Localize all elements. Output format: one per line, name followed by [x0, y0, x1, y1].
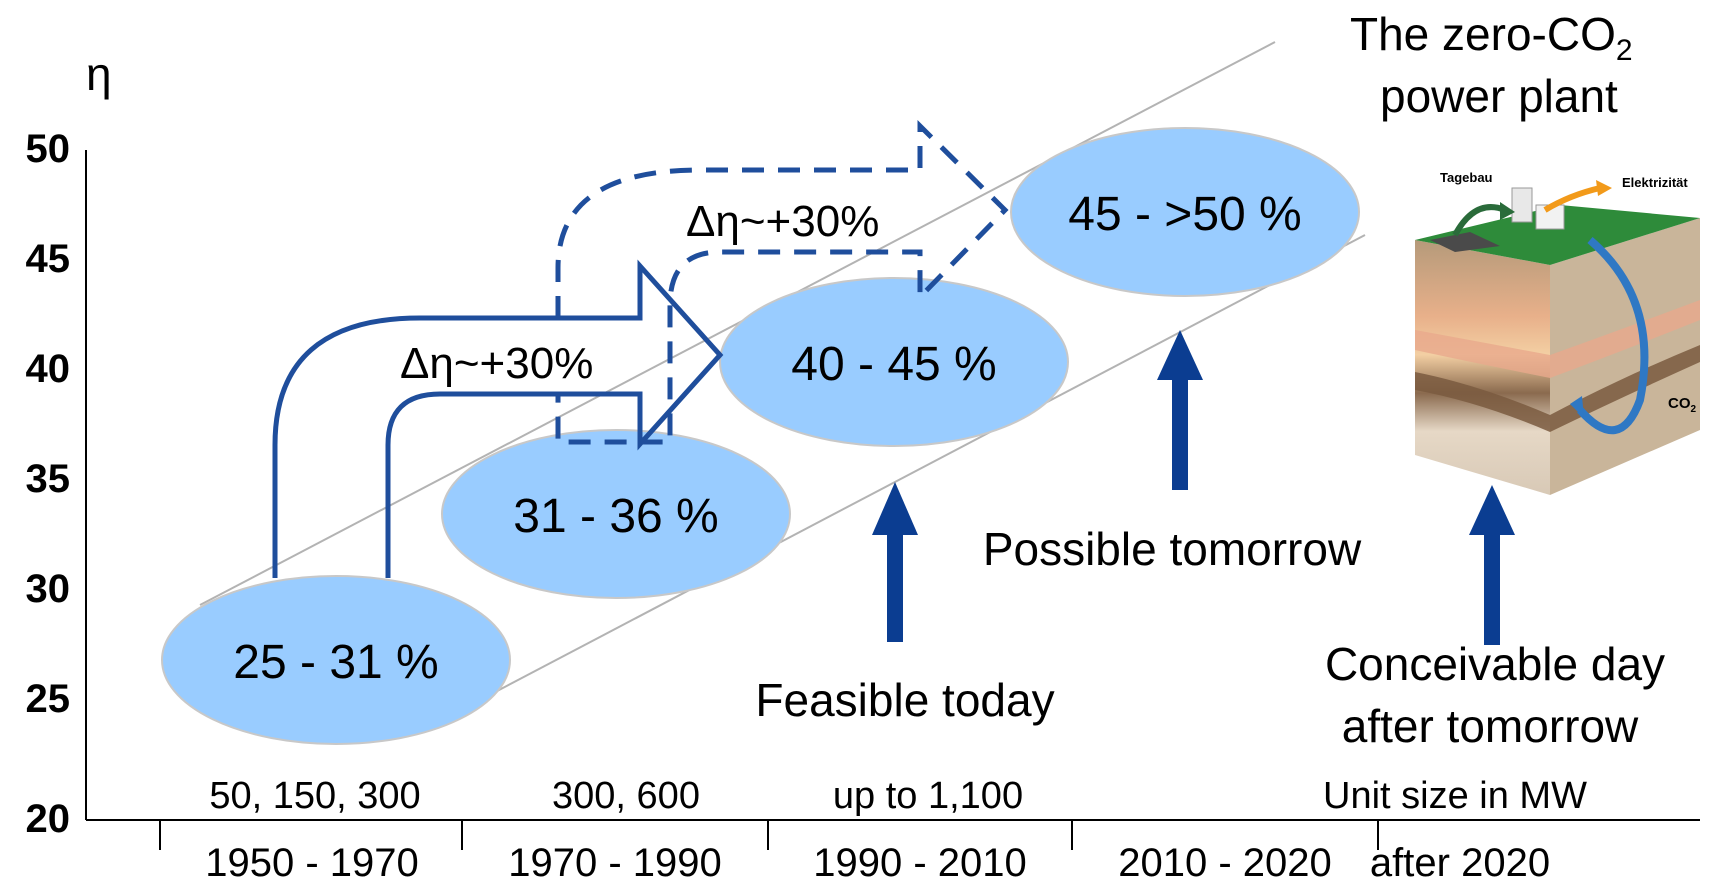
co2-arrowhead-icon: [1570, 396, 1584, 418]
ground-side-face: [1550, 218, 1700, 495]
up-arrow-possible: [1157, 330, 1203, 490]
dashed-gain-label: Δη~+30%: [686, 197, 879, 246]
corridor-line-lower: [479, 234, 1366, 701]
caption-feasible: Feasible today: [755, 674, 1054, 726]
unit-size-3: up to 1,100: [833, 775, 1023, 817]
unit-size-label: Unit size in MW: [1323, 775, 1587, 817]
cooling-tower: [1511, 187, 1533, 223]
y-tick-label: 20: [26, 797, 71, 841]
efficiency-ellipse-1: [161, 575, 511, 745]
tagebau-arrow-icon: [1452, 204, 1507, 237]
dashed-gain-arrow: [555, 120, 1009, 445]
power-plant-illustration: Tagebau Elektrizität CO2: [1415, 170, 1700, 495]
corridor-line-upper: [199, 41, 1276, 606]
period-label-1: 1950 - 1970: [205, 841, 419, 880]
efficiency-ellipse-3: [719, 277, 1069, 447]
y-tick-label: 25: [26, 677, 71, 721]
efficiency-ellipse-2: [441, 429, 791, 599]
co2-loop-arrow-icon: [1577, 236, 1649, 435]
grass-top: [1415, 205, 1700, 265]
period-label-3: 1990 - 2010: [813, 841, 1027, 880]
tagebau-label: Tagebau: [1440, 170, 1493, 185]
title-line-2: power plant: [1380, 70, 1618, 122]
unit-size-2: 300, 600: [552, 775, 700, 817]
electricity-arrow-icon: [1543, 185, 1601, 213]
period-label-5: after 2020: [1370, 841, 1550, 880]
period-label-2: 1970 - 1990: [508, 841, 722, 880]
unit-size-1: 50, 150, 300: [209, 775, 420, 817]
title-line-1: The zero-CO2: [1350, 8, 1633, 67]
y-tick-label: 50: [26, 127, 71, 171]
ellipse-label-4: 45 - >50 %: [1068, 188, 1301, 241]
strata-band: [1415, 300, 1700, 378]
tagebau-arrowhead-icon: [1500, 202, 1515, 220]
electricity-arrowhead-icon: [1596, 180, 1612, 196]
ground-front-face: [1415, 240, 1550, 495]
up-arrow-feasible: [872, 482, 918, 642]
efficiency-ellipse-4: [1010, 127, 1360, 297]
y-tick-label: 35: [26, 457, 71, 501]
ellipse-label-1: 25 - 31 %: [233, 636, 438, 689]
strata-band-dark: [1415, 345, 1700, 432]
caption-possible: Possible tomorrow: [983, 523, 1362, 575]
y-tick-label: 45: [26, 237, 71, 281]
solid-gain-label: Δη~+30%: [400, 339, 593, 388]
co2-label: CO2: [1668, 395, 1697, 415]
y-tick-label: 30: [26, 567, 71, 611]
y-axis-label: η: [86, 48, 112, 100]
up-arrow-conceivable: [1469, 485, 1515, 645]
caption-conceivable-2: after tomorrow: [1342, 700, 1639, 752]
period-label-4: 2010 - 2020: [1118, 841, 1332, 880]
open-pit: [1430, 232, 1500, 252]
caption-conceivable-1: Conceivable day: [1325, 638, 1665, 690]
elektrizitaet-label: Elektrizität: [1622, 175, 1688, 190]
y-tick-label: 40: [26, 347, 71, 391]
ellipse-label-3: 40 - 45 %: [791, 338, 996, 391]
solid-gain-arrow: [272, 259, 724, 578]
ellipse-label-2: 31 - 36 %: [513, 490, 718, 543]
